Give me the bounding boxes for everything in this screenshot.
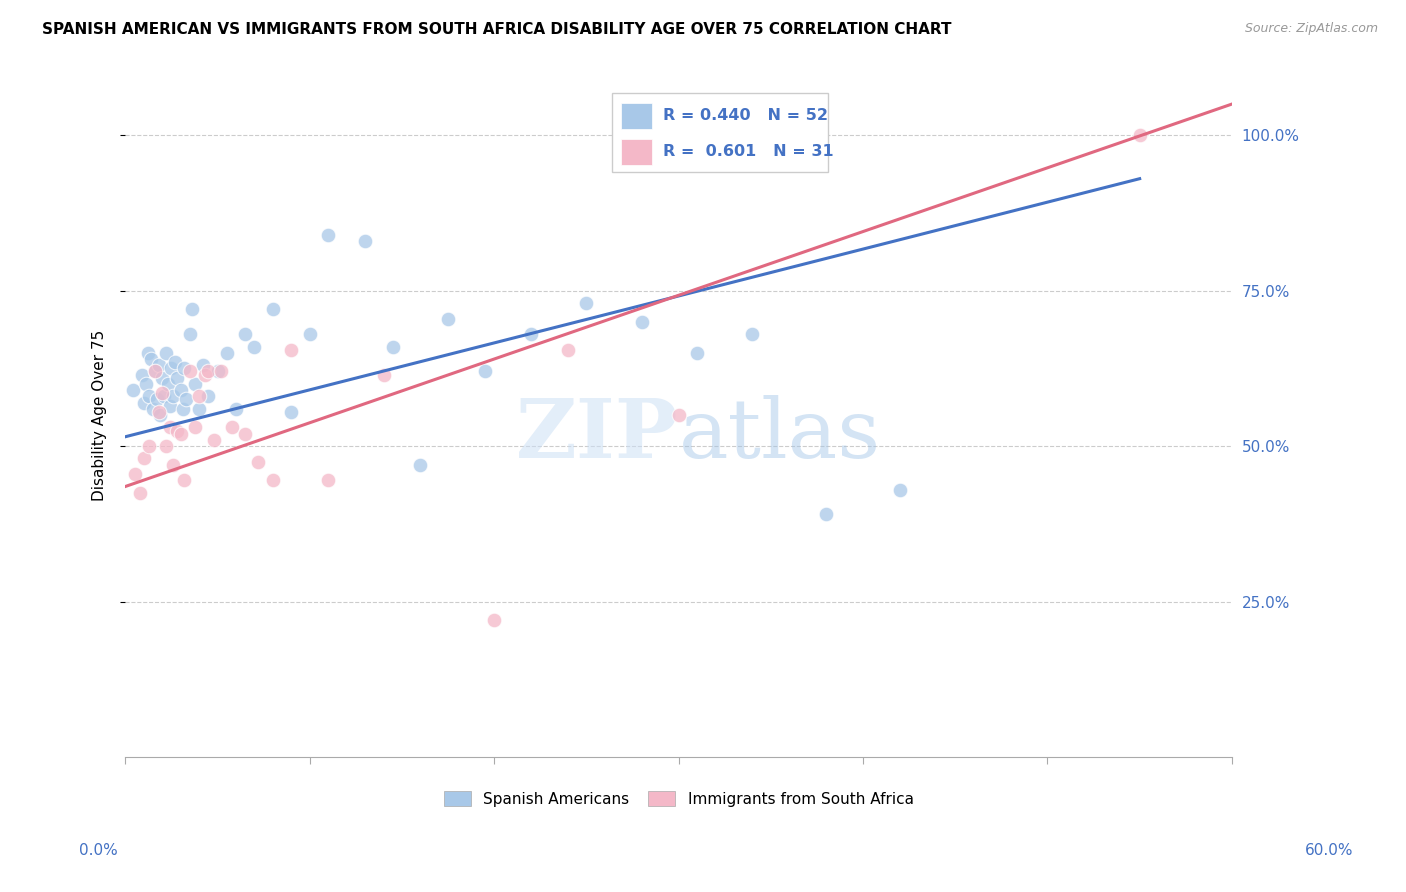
- Point: [215, 345, 238, 359]
- Point: [207, 364, 229, 378]
- Text: atlas: atlas: [679, 395, 880, 475]
- Point: [280, 405, 302, 419]
- Point: [131, 368, 153, 382]
- Point: [165, 355, 187, 369]
- Text: R = 0.440   N = 52: R = 0.440 N = 52: [664, 108, 828, 123]
- Point: [194, 368, 217, 382]
- Point: [815, 508, 838, 522]
- Point: [172, 401, 194, 416]
- Point: [188, 401, 211, 416]
- Point: [121, 383, 143, 397]
- Point: [316, 473, 339, 487]
- Text: 0.0%: 0.0%: [79, 843, 118, 858]
- Point: [179, 364, 201, 378]
- Point: [197, 364, 219, 378]
- Point: [166, 370, 188, 384]
- Point: [262, 302, 284, 317]
- Point: [484, 613, 506, 627]
- Point: [889, 483, 911, 497]
- Point: [630, 315, 652, 329]
- Point: [132, 395, 155, 409]
- Point: [155, 439, 177, 453]
- Point: [316, 227, 339, 242]
- Point: [381, 340, 404, 354]
- Point: [124, 467, 146, 481]
- Point: [173, 361, 195, 376]
- Point: [153, 389, 176, 403]
- Point: [202, 433, 225, 447]
- Point: [233, 327, 256, 342]
- Point: [437, 311, 460, 326]
- Point: [143, 364, 166, 378]
- Point: [184, 420, 207, 434]
- Point: [129, 485, 152, 500]
- Point: [1129, 128, 1152, 143]
- Point: [225, 401, 247, 416]
- Legend: Spanish Americans, Immigrants from South Africa: Spanish Americans, Immigrants from South…: [436, 783, 921, 814]
- Y-axis label: Disability Age Over 75: Disability Age Over 75: [93, 329, 107, 500]
- Point: [170, 383, 193, 397]
- Point: [174, 392, 197, 407]
- Point: [191, 358, 214, 372]
- Point: [156, 376, 179, 391]
- Point: [170, 426, 193, 441]
- Point: [148, 358, 170, 372]
- Point: [143, 364, 166, 378]
- FancyBboxPatch shape: [612, 94, 828, 172]
- Point: [180, 302, 202, 317]
- Point: [162, 389, 184, 403]
- Text: ZIP: ZIP: [516, 395, 679, 475]
- Point: [166, 424, 188, 438]
- Point: [159, 399, 181, 413]
- Point: [668, 408, 690, 422]
- Point: [184, 376, 207, 391]
- Point: [173, 473, 195, 487]
- Point: [474, 364, 496, 378]
- Text: 60.0%: 60.0%: [1305, 843, 1353, 858]
- Point: [135, 376, 157, 391]
- Point: [354, 234, 377, 248]
- Point: [280, 343, 302, 357]
- Point: [197, 389, 219, 403]
- Point: [575, 296, 598, 310]
- Point: [132, 451, 155, 466]
- Point: [243, 340, 266, 354]
- Point: [247, 454, 270, 468]
- Point: [520, 327, 543, 342]
- Point: [141, 351, 163, 366]
- Point: [136, 345, 159, 359]
- Point: [557, 343, 579, 357]
- Point: [148, 405, 170, 419]
- Point: [209, 364, 232, 378]
- Point: [409, 458, 432, 472]
- Point: [233, 426, 256, 441]
- Point: [741, 327, 763, 342]
- Point: [138, 439, 160, 453]
- Point: [298, 327, 321, 342]
- Point: [145, 392, 167, 407]
- Point: [150, 386, 173, 401]
- Point: [686, 345, 709, 359]
- Point: [142, 401, 165, 416]
- Point: [179, 327, 201, 342]
- Point: [159, 420, 181, 434]
- Point: [138, 389, 160, 403]
- Text: Source: ZipAtlas.com: Source: ZipAtlas.com: [1244, 22, 1378, 36]
- Bar: [621, 103, 652, 128]
- Text: R =  0.601   N = 31: R = 0.601 N = 31: [664, 145, 834, 159]
- Point: [149, 408, 172, 422]
- Point: [155, 345, 177, 359]
- Point: [188, 389, 211, 403]
- Bar: [621, 139, 652, 165]
- Point: [162, 458, 184, 472]
- Point: [150, 370, 173, 384]
- Point: [373, 368, 395, 382]
- Point: [221, 420, 243, 434]
- Point: [160, 361, 183, 376]
- Point: [262, 473, 284, 487]
- Text: SPANISH AMERICAN VS IMMIGRANTS FROM SOUTH AFRICA DISABILITY AGE OVER 75 CORRELAT: SPANISH AMERICAN VS IMMIGRANTS FROM SOUT…: [42, 22, 952, 37]
